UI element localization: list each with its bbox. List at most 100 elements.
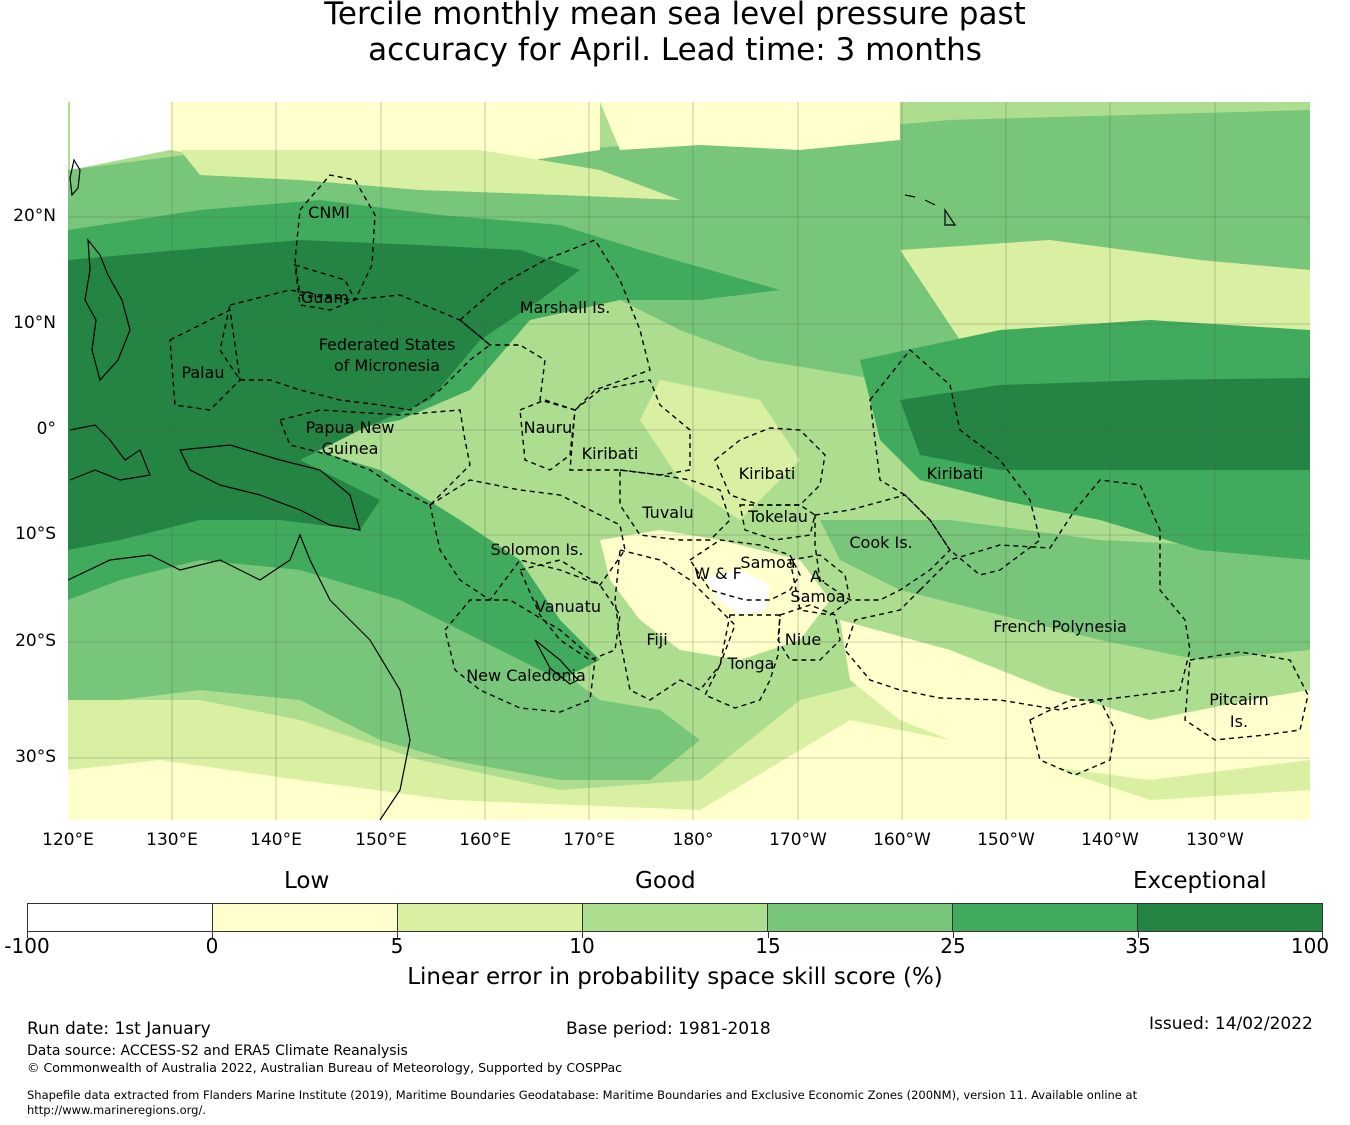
lon-label: 170°E bbox=[563, 830, 615, 850]
eez-guam bbox=[294, 264, 356, 311]
lon-label: 170°W bbox=[769, 830, 827, 850]
label-kiribati-phoenix: Kiribati bbox=[739, 464, 796, 483]
zone-yellow-south bbox=[68, 720, 1310, 820]
coast-taiwan bbox=[69, 158, 81, 197]
lon-label: 130°E bbox=[146, 830, 198, 850]
colorbar-segment bbox=[953, 904, 1138, 931]
label-png-2: Guinea bbox=[322, 439, 379, 458]
label-cnmi: CNMI bbox=[308, 203, 350, 222]
eez-cook bbox=[814, 494, 951, 601]
copyright: © Commonwealth of Australia 2022, Austra… bbox=[27, 1060, 622, 1075]
eez-american-samoa bbox=[789, 554, 851, 616]
label-palau: Palau bbox=[181, 363, 224, 382]
shapefile-credit-line-2: http://www.marineregions.org/. bbox=[27, 1103, 206, 1117]
label-french-polynesia: French Polynesia bbox=[993, 617, 1127, 636]
label-cook: Cook Is. bbox=[849, 533, 912, 552]
legend-category-good: Good bbox=[635, 868, 696, 894]
colorbar-tick bbox=[953, 932, 954, 938]
eez-boundaries bbox=[169, 174, 1309, 776]
eez-pitcairn bbox=[1184, 651, 1309, 741]
label-fiji: Fiji bbox=[646, 630, 667, 649]
colorbar-tick-label: 35 bbox=[1125, 934, 1151, 958]
colorbar-tick bbox=[1322, 932, 1323, 938]
lat-label: 20°N bbox=[13, 206, 56, 226]
eez-png bbox=[279, 409, 471, 506]
run-date: Run date: 1st January bbox=[27, 1019, 211, 1039]
data-source: Data source: ACCESS-S2 and ERA5 Climate … bbox=[27, 1043, 408, 1059]
eez-kiribati-phoenix bbox=[714, 427, 826, 506]
coast-philippines bbox=[84, 238, 131, 382]
colorbar-tick bbox=[582, 932, 583, 938]
colorbar-tick bbox=[212, 932, 213, 938]
region-labels: CNMI Guam Marshall Is. Federated States … bbox=[181, 203, 1268, 731]
colorbar-segment bbox=[768, 904, 953, 931]
lon-label: 120°E bbox=[42, 830, 94, 850]
lon-label: 180° bbox=[672, 830, 714, 850]
colorbar-tick-label: 25 bbox=[940, 934, 966, 958]
eez-solomon bbox=[429, 479, 626, 601]
colorbar-tick bbox=[397, 932, 398, 938]
shapefile-credit: Shapefile data extracted from Flanders M… bbox=[27, 1088, 1247, 1118]
lat-label: 10°S bbox=[15, 524, 56, 544]
colorbar-tick-label: 0 bbox=[205, 934, 219, 958]
colorbar-tick-label: 15 bbox=[755, 934, 781, 958]
eez-nauru bbox=[519, 399, 576, 471]
label-pitcairn-1: Pitcairn bbox=[1209, 690, 1269, 709]
label-nauru: Nauru bbox=[524, 418, 573, 437]
lon-label: 140°E bbox=[250, 830, 302, 850]
eez-tonga bbox=[704, 614, 781, 709]
label-kiribati-gilbert: Kiribati bbox=[582, 444, 639, 463]
legend-category-low: Low bbox=[284, 868, 330, 894]
eez-kiribati-line bbox=[869, 348, 1041, 576]
eez-palau bbox=[169, 308, 241, 411]
colorbar-tick-label: 10 bbox=[569, 934, 595, 958]
label-guam: Guam bbox=[301, 288, 349, 307]
colorbar-tick bbox=[27, 932, 28, 938]
colorbar-segment bbox=[213, 904, 398, 931]
label-wallis-futuna: W & F bbox=[694, 564, 742, 583]
lat-label: 0° bbox=[36, 419, 56, 439]
label-fsm-2: of Micronesia bbox=[334, 356, 440, 375]
label-tonga: Tonga bbox=[727, 654, 775, 673]
zone-exceptional-east bbox=[900, 378, 1310, 470]
eez-marshall bbox=[458, 239, 651, 411]
colorbar-segment bbox=[28, 904, 213, 931]
label-american-samoa-2: Samoa bbox=[790, 587, 845, 606]
coastlines bbox=[67, 158, 957, 821]
label-niue: Niue bbox=[785, 630, 821, 649]
label-new-caledonia: New Caledonia bbox=[466, 666, 586, 685]
label-fsm-1: Federated States bbox=[319, 335, 456, 354]
colorbar-tick bbox=[1138, 932, 1139, 938]
eez-fsm bbox=[219, 289, 492, 411]
eez-tuvalu bbox=[619, 469, 731, 541]
zone-white-center bbox=[705, 570, 770, 615]
zone-good-southeast bbox=[820, 520, 1310, 660]
chart-title: Tercile monthly mean sea level pressure … bbox=[0, 0, 1350, 68]
coast-new-guinea bbox=[179, 444, 361, 531]
colorbar-title: Linear error in probability space skill … bbox=[407, 964, 943, 990]
label-vanuatu: Vanuatu bbox=[535, 597, 601, 616]
lon-label: 130°W bbox=[1186, 830, 1244, 850]
zone-lightgreen-north bbox=[180, 150, 680, 200]
colorbar-segment bbox=[398, 904, 583, 931]
eez-pitcairn-ducie bbox=[1029, 699, 1116, 776]
title-line-1: Tercile monthly mean sea level pressure … bbox=[324, 0, 1026, 32]
eez-kiribati-west bbox=[569, 379, 691, 476]
issued-date: Issued: 14/02/2022 bbox=[1149, 1014, 1313, 1034]
lon-label: 160°W bbox=[873, 830, 931, 850]
zone-yellow-northeast bbox=[600, 102, 900, 150]
zone-yellow-center bbox=[600, 530, 830, 660]
base-period: Base period: 1981-2018 bbox=[566, 1019, 771, 1039]
label-american-samoa-1: A. bbox=[810, 567, 826, 586]
coast-australia bbox=[67, 533, 411, 821]
colorbar-segment bbox=[1138, 904, 1322, 931]
eez-tokelau bbox=[739, 504, 816, 541]
colorbar bbox=[27, 903, 1323, 932]
legend-category-exceptional: Exceptional bbox=[1133, 868, 1267, 894]
lat-label: 10°N bbox=[13, 313, 56, 333]
coast-hawaii bbox=[904, 194, 957, 226]
lat-label: 30°S bbox=[15, 747, 56, 767]
colorbar-tick-label: -100 bbox=[4, 934, 50, 958]
zone-lightgreen-center bbox=[640, 380, 800, 520]
zone-white-north bbox=[70, 102, 170, 170]
